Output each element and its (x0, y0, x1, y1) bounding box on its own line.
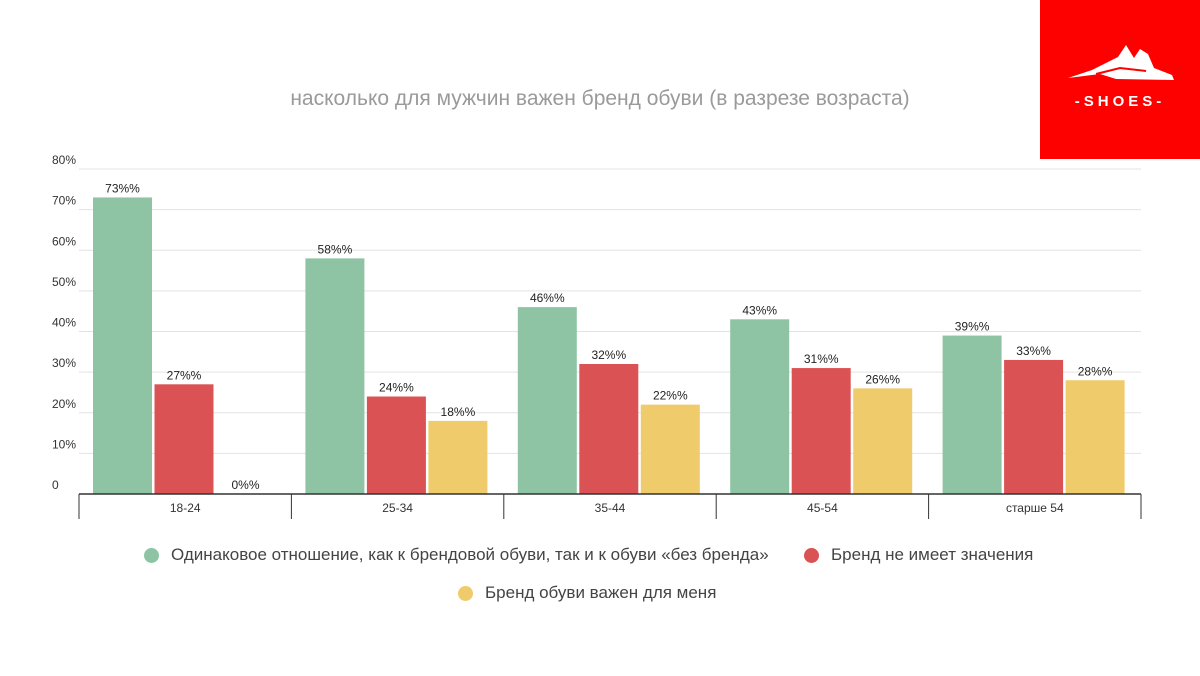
bar (428, 420, 488, 494)
bar (93, 197, 152, 494)
y-tick-label: 50% (52, 275, 76, 289)
y-tick-label: 10% (52, 437, 76, 451)
y-tick-label: 20% (52, 397, 76, 411)
legend-label: Бренд не имеет значения (831, 545, 1034, 564)
y-tick-label: 60% (52, 234, 76, 248)
data-label: 33%% (1016, 344, 1051, 358)
bar (1004, 359, 1064, 494)
data-label: 46%% (530, 291, 565, 305)
data-label: 73%% (105, 181, 140, 195)
legend-label: Одинаковое отношение, как к брендовой об… (171, 545, 769, 564)
y-tick-label: 40% (52, 316, 76, 330)
legend-label: Бренд обуви важен для меня (485, 583, 717, 602)
bar (942, 335, 1002, 494)
bar (853, 388, 913, 494)
data-label: 27%% (167, 368, 202, 382)
bar (791, 368, 851, 494)
data-label: 31%% (804, 352, 839, 366)
data-label: 32%% (591, 348, 626, 362)
legend-item-series-1: Одинаковое отношение, как к брендовой об… (144, 545, 769, 565)
y-tick-label: 0 (52, 478, 59, 492)
bar (579, 364, 639, 494)
data-label: 22%% (653, 389, 688, 403)
bar (1065, 380, 1125, 494)
legend-dot-icon (144, 547, 159, 563)
legend-dot-icon (804, 547, 819, 563)
x-tick-label: 25-34 (382, 501, 413, 515)
y-tick-label: 30% (52, 356, 76, 370)
x-tick-label: старше 54 (1006, 501, 1064, 515)
x-tick-label: 45-54 (807, 501, 838, 515)
data-label: 39%% (955, 320, 990, 334)
data-label: 0%% (231, 478, 259, 492)
data-label: 43%% (742, 303, 777, 317)
data-label: 58%% (318, 242, 353, 256)
x-tick-label: 35-44 (595, 501, 626, 515)
legend-dot-icon (458, 585, 473, 601)
bar (640, 404, 700, 494)
y-tick-label: 80% (52, 153, 76, 167)
chart-title: насколько для мужчин важен бренд обуви (… (290, 87, 910, 110)
shoes-logo: -SHOES- (1040, 0, 1200, 159)
bar (305, 258, 365, 494)
data-label: 18%% (441, 405, 476, 419)
bar (517, 307, 577, 494)
data-label: 24%% (379, 381, 414, 395)
x-tick-label: 18-24 (170, 501, 201, 515)
bar (154, 384, 214, 494)
bar (730, 319, 790, 494)
data-label: 28%% (1078, 364, 1113, 378)
logo-text: -SHOES- (1074, 93, 1166, 110)
data-label: 26%% (865, 372, 900, 386)
y-tick-label: 70% (52, 194, 76, 208)
legend-item-series-3: Бренд обуви важен для меня (458, 583, 716, 603)
bar (366, 396, 426, 494)
shoe-icon (1068, 45, 1174, 80)
legend-item-series-2: Бренд не имеет значения (804, 545, 1033, 565)
